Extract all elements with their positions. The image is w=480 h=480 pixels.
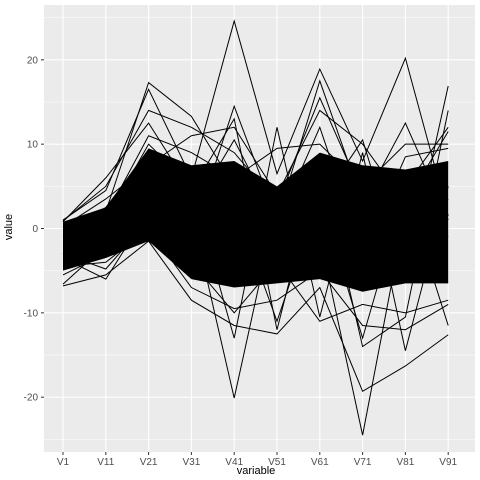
series-line [62, 198, 449, 399]
x-tick-label: V61 [311, 457, 329, 468]
x-tick-label: V91 [439, 457, 457, 468]
dense-line-band [63, 148, 449, 292]
y-tick-label: -10 [24, 308, 39, 319]
series-line [62, 135, 449, 229]
x-tick-label: V21 [140, 457, 158, 468]
series-line [62, 188, 449, 340]
y-axis-ticks: -20 -10 0 10 20 [24, 55, 44, 404]
x-tick-label: V71 [354, 457, 372, 468]
x-axis-ticks: V1 V11 V21 V31 V41 V51 V61 V71 V81 V91 [57, 452, 458, 468]
x-tick-label: V31 [183, 457, 201, 468]
series-line [62, 96, 449, 222]
y-tick-label: 20 [27, 55, 39, 66]
series-line [62, 236, 449, 322]
series-lines [62, 19, 449, 436]
x-tick-label: V1 [57, 457, 70, 468]
x-tick-label: V81 [397, 457, 415, 468]
series-line [62, 19, 449, 221]
y-tick-label: 0 [32, 224, 38, 235]
x-tick-label: V41 [225, 457, 243, 468]
x-tick-label: V11 [97, 457, 114, 468]
dense-line-band-area [63, 148, 449, 292]
series-line [62, 109, 449, 228]
y-tick-label: -20 [24, 393, 39, 404]
x-tick-label: V51 [268, 457, 286, 468]
y-axis-title: value [3, 214, 15, 240]
series-line [62, 125, 449, 256]
series-line [62, 240, 449, 392]
series-line [62, 181, 449, 436]
x-axis-title: variable [237, 465, 276, 477]
series-line [62, 110, 449, 348]
series-line [62, 81, 449, 282]
y-tick-label: 10 [27, 140, 39, 151]
